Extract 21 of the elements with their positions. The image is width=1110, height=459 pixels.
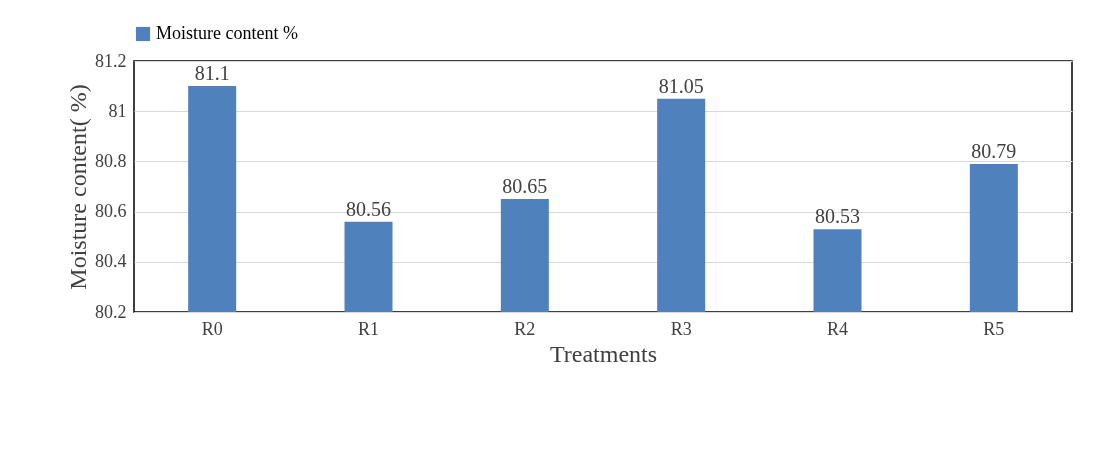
data-label: 80.56 (346, 197, 391, 220)
y-axis-title: Moisture content( %) (65, 84, 91, 290)
x-tick-label: R2 (514, 318, 536, 339)
y-tick-label: 80.6 (95, 201, 127, 222)
x-tick-label: R3 (670, 318, 692, 339)
x-tick-label: R1 (357, 318, 380, 339)
x-tick-label: R0 (201, 318, 223, 339)
y-tick-label: 80.2 (95, 301, 127, 322)
data-label: 80.53 (815, 205, 860, 228)
x-tick-label: R5 (983, 318, 1005, 339)
y-tick-label: 80.8 (95, 150, 127, 171)
legend-label: Moisture content % (156, 23, 298, 43)
data-label: 80.79 (971, 139, 1017, 162)
data-label: 81.1 (194, 62, 230, 85)
y-tick-label: 81 (108, 100, 127, 121)
data-label: 81.05 (658, 74, 704, 97)
data-label: 80.65 (502, 175, 548, 198)
y-tick-label: 80.4 (95, 251, 127, 272)
x-tick-label: R4 (826, 318, 849, 339)
y-tick-label: 81.2 (95, 50, 127, 71)
x-axis-title: Treatments (549, 340, 658, 367)
